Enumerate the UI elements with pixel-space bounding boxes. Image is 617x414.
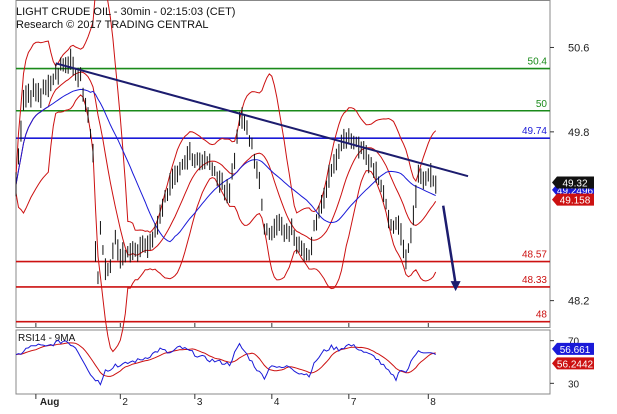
x-tick-label: 8 (430, 397, 436, 408)
last-value-tag (552, 193, 594, 206)
chart-title: LIGHT CRUDE OIL - 30min - 02:15:03 (CET) (16, 6, 236, 18)
last-value-label: 49.158 (560, 196, 591, 207)
x-tick-label: Aug (40, 397, 59, 408)
level-label: 48 (536, 310, 548, 321)
rsi-last-value-tag (552, 342, 594, 355)
moving-average (15, 88, 436, 243)
last-value-label: 49.32 (562, 178, 587, 189)
level-label: 48.57 (522, 250, 547, 261)
x-tick-label: 7 (351, 397, 357, 408)
price-y-tick-label: 50.6 (568, 42, 589, 54)
x-tick-label: 2 (122, 397, 128, 408)
upper-band (15, 0, 437, 234)
level-label: 50.4 (528, 57, 548, 68)
price-panel-frame (15, 0, 551, 328)
x-tick-label: 3 (197, 397, 203, 408)
rsi-panel-frame (15, 329, 551, 395)
rsi-last-value-tag (552, 357, 594, 370)
projection-arrow-shaft (441, 205, 457, 285)
last-value-label: 49.2496 (557, 186, 594, 197)
rsi-last-value-label: 56.661 (560, 345, 591, 356)
rsi-panel-label: RSI14 - 9MA (18, 333, 76, 344)
last-value-tag (552, 176, 594, 189)
price-y-tick-label: 48.2 (568, 296, 589, 308)
rsi-line (15, 339, 436, 386)
projection-arrow-head (450, 281, 461, 292)
chart-subtitle: Research © 2017 TRADING CENTRAL (16, 19, 209, 31)
resistance-trendline (55, 62, 469, 178)
rsi-ma-line (15, 342, 436, 377)
rsi-y-tick-label: 70 (568, 337, 580, 348)
rsi-y-tick-label: 30 (568, 379, 580, 390)
x-tick-label: 4 (274, 397, 280, 408)
price-bars (15, 48, 437, 285)
rsi-last-value-label: 56.2442 (557, 359, 594, 370)
level-label: 48.33 (522, 275, 547, 286)
level-label: 50 (536, 99, 548, 110)
lower-band (15, 94, 437, 353)
price-y-tick-label: 49.8 (568, 127, 589, 139)
middle-band (15, 71, 437, 256)
level-label: 49.74 (522, 126, 547, 137)
